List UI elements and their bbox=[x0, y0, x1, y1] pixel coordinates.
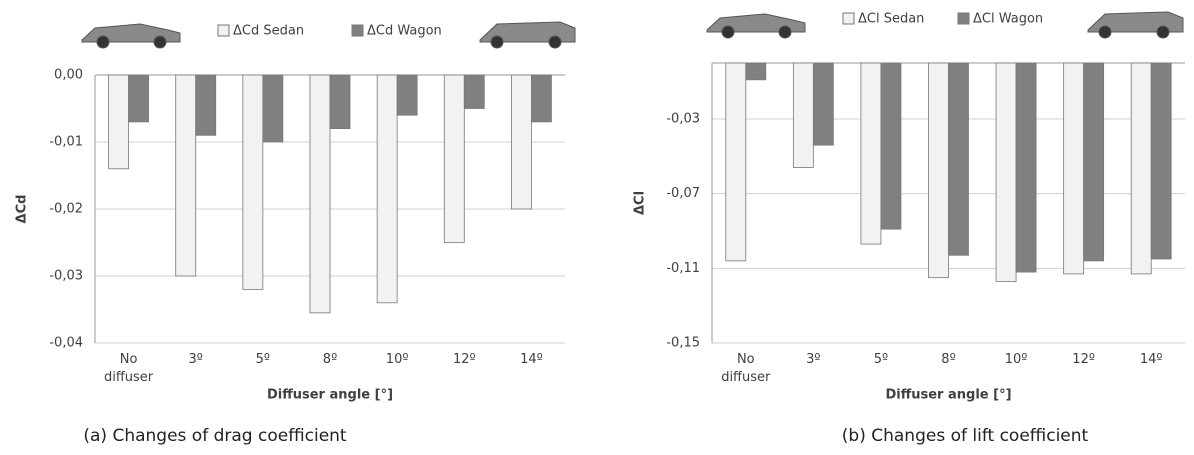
legend-swatch bbox=[217, 24, 230, 37]
bar bbox=[1083, 62, 1105, 262]
bar bbox=[195, 74, 217, 136]
caption: (a) Changes of drag coefficient bbox=[83, 426, 347, 446]
bar bbox=[792, 62, 814, 168]
x-tick-label: 3º bbox=[806, 352, 821, 367]
x-tick-label-box: 5º bbox=[255, 352, 271, 367]
x-tick-label-box: 8º bbox=[941, 352, 956, 367]
x-axis-label: Diffuser angle [°] bbox=[885, 388, 1011, 403]
x-tick-label-box: 5º bbox=[873, 352, 889, 367]
x-axis-label: Diffuser angle [°] bbox=[267, 388, 393, 403]
x-tick-label: 8º bbox=[322, 352, 338, 367]
bar bbox=[511, 74, 532, 210]
x-tick-label: No diffuser bbox=[721, 352, 771, 385]
bar bbox=[376, 74, 398, 304]
legend-label: ΔCl Wagon bbox=[973, 12, 1043, 27]
x-tick-label: No diffuser bbox=[103, 352, 154, 385]
bar bbox=[995, 62, 1017, 282]
bar bbox=[128, 74, 149, 123]
y-axis-label: ΔCd bbox=[15, 195, 30, 224]
y-axis-label: ΔCl bbox=[633, 191, 648, 215]
bar bbox=[880, 62, 902, 230]
legend-swatch bbox=[842, 12, 855, 25]
x-tick-label: 5º bbox=[873, 352, 889, 367]
bar bbox=[1063, 62, 1085, 275]
legend-label: ΔCd Wagon bbox=[367, 24, 442, 39]
y-tick-label: 0,00 bbox=[54, 68, 83, 83]
y-tick-label: -0,07 bbox=[666, 186, 700, 201]
y-tick-label: -0,15 bbox=[666, 336, 700, 351]
bar bbox=[329, 74, 351, 129]
bar bbox=[463, 74, 485, 109]
x-tick-label-box: 8º bbox=[322, 352, 338, 367]
caption: (b) Changes of lift coefficient bbox=[842, 426, 1089, 446]
y-tick-label: -0,03 bbox=[49, 269, 83, 284]
x-tick-label-box: 14º bbox=[1139, 352, 1163, 367]
x-tick-label-box: 12º bbox=[452, 352, 476, 367]
x-tick-label: 5º bbox=[255, 352, 271, 367]
x-tick-label-box: No diffuser bbox=[721, 352, 771, 385]
bar bbox=[860, 62, 882, 245]
bar bbox=[1015, 62, 1037, 273]
legend-swatch bbox=[351, 24, 364, 37]
x-tick-label: 12º bbox=[452, 352, 476, 367]
y-tick-label: -0,11 bbox=[666, 261, 700, 276]
bar bbox=[948, 62, 969, 256]
x-tick-label-box: 14º bbox=[520, 352, 543, 367]
bar bbox=[812, 62, 834, 146]
bar bbox=[309, 74, 331, 314]
x-tick-label: 12º bbox=[1072, 352, 1095, 367]
bar bbox=[443, 74, 465, 243]
x-tick-label-box: 10º bbox=[385, 352, 409, 367]
bar bbox=[396, 74, 418, 116]
x-tick-label: 8º bbox=[941, 352, 956, 367]
bar bbox=[1130, 62, 1152, 275]
x-tick-label-box: 12º bbox=[1072, 352, 1095, 367]
car-icon bbox=[81, 11, 1184, 49]
y-tick-label: -0,04 bbox=[49, 336, 83, 351]
bar bbox=[242, 74, 264, 290]
legend-label: ΔCd Sedan bbox=[233, 24, 304, 39]
x-tick-label-box: 10º bbox=[1004, 352, 1028, 367]
y-tick-label: -0,01 bbox=[49, 135, 83, 150]
x-tick-label-box: No diffuser bbox=[103, 352, 154, 385]
x-tick-label: 14º bbox=[1139, 352, 1163, 367]
bar bbox=[725, 62, 747, 262]
y-tick-label: -0,02 bbox=[49, 202, 83, 217]
y-tick-label: -0,03 bbox=[666, 112, 700, 127]
bar bbox=[108, 74, 129, 170]
legend-label: ΔCl Sedan bbox=[858, 12, 924, 27]
bar bbox=[928, 62, 949, 279]
legend-swatch bbox=[957, 12, 970, 25]
x-tick-label: 10º bbox=[1004, 352, 1028, 367]
bar bbox=[262, 74, 284, 143]
bar bbox=[531, 74, 552, 123]
x-tick-label: 3º bbox=[188, 352, 203, 367]
x-tick-label: 10º bbox=[385, 352, 409, 367]
bar bbox=[1150, 62, 1172, 260]
bar bbox=[745, 62, 767, 81]
x-tick-label: 14º bbox=[520, 352, 543, 367]
x-tick-label-box: 3º bbox=[188, 352, 203, 367]
x-tick-label-box: 3º bbox=[806, 352, 821, 367]
bar bbox=[175, 74, 197, 277]
